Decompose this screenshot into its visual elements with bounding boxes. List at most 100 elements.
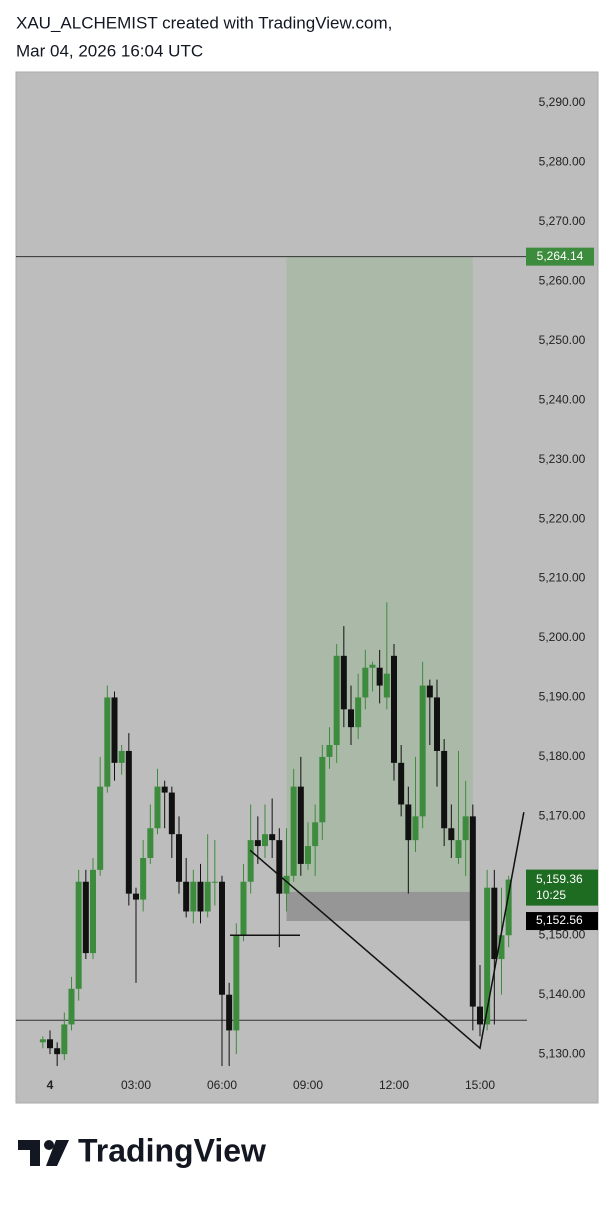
candle-body: [204, 881, 211, 912]
candle-body: [476, 1006, 483, 1025]
candle-body: [154, 786, 161, 829]
candle-body: [340, 655, 347, 710]
y-tick-label: 5,140.00: [539, 987, 586, 1001]
candle-body: [197, 881, 204, 912]
candle-body: [132, 893, 139, 900]
target-price-box: [526, 247, 594, 266]
y-tick-label: 5,210.00: [539, 571, 586, 585]
x-tick-label: 12:00: [379, 1078, 409, 1092]
candle-body: [433, 697, 440, 751]
x-tick-label: 03:00: [121, 1078, 151, 1092]
candle-body: [441, 750, 448, 829]
candle-body: [304, 846, 311, 864]
candle-body: [104, 697, 111, 787]
candle-body: [46, 1039, 53, 1049]
y-tick-label: 5,190.00: [539, 690, 586, 704]
candle-body: [226, 994, 233, 1031]
plot: 5,130.005,140.005,150.005,160.005,170.00…: [16, 95, 598, 1092]
header-subtitle: Mar 04, 2026 16:04 UTC: [16, 41, 203, 60]
candle-body: [276, 840, 283, 894]
candle-body: [505, 879, 512, 936]
candle-body: [355, 697, 362, 728]
y-tick-label: 5,150.00: [539, 927, 586, 941]
candle-body: [125, 750, 132, 894]
y-tick-label: 5,180.00: [539, 749, 586, 763]
candle-body: [233, 935, 240, 1031]
candle-body: [61, 1024, 68, 1055]
candle-body: [347, 709, 354, 728]
y-tick-label: 5,200.00: [539, 630, 586, 644]
candle-body: [175, 834, 182, 882]
x-tick-label: 4: [47, 1078, 54, 1092]
last-price-label: 5,159.36: [536, 872, 583, 886]
candle-body: [412, 816, 419, 841]
y-tick-label: 5,230.00: [539, 452, 586, 466]
x-tick-label: 06:00: [207, 1078, 237, 1092]
candle-body: [333, 655, 340, 746]
trend-line: [249, 812, 525, 1050]
candle-body: [448, 828, 455, 841]
candle-body: [297, 786, 304, 864]
candle-body: [254, 840, 261, 847]
candle-body: [405, 804, 412, 841]
candle-body: [290, 786, 297, 876]
candle-body: [240, 881, 247, 936]
candle-body: [362, 667, 369, 698]
candle-body: [419, 685, 426, 817]
y-tick-label: 5,280.00: [539, 155, 586, 169]
candle-body: [97, 786, 104, 870]
y-tick-label: 5,260.00: [539, 273, 586, 287]
candle-body: [39, 1039, 46, 1043]
candle-body: [111, 697, 118, 763]
y-tick-label: 5,240.00: [539, 392, 586, 406]
marker-price-box: [526, 912, 598, 931]
last-price-box: [526, 869, 598, 906]
candle-body: [183, 881, 190, 912]
candle-body: [168, 792, 175, 835]
y-tick-label: 5,220.00: [539, 511, 586, 525]
candle-body: [383, 673, 390, 698]
header-title: XAU_ALCHEMIST created with TradingView.c…: [16, 13, 392, 32]
candle-body: [312, 822, 319, 847]
candle-body: [89, 869, 96, 954]
candle-body: [498, 935, 505, 960]
countdown: 10:25: [536, 888, 566, 902]
target-price-label: 5,264.14: [537, 249, 584, 263]
candle-body: [68, 988, 75, 1025]
candle-body: [247, 840, 254, 882]
x-tick-label: 15:00: [465, 1078, 495, 1092]
y-tick-label: 5,270.00: [539, 214, 586, 228]
candle-body: [398, 762, 405, 805]
candle-body: [75, 881, 82, 989]
candle-body: [326, 745, 333, 757]
y-tick-label: 5,290.00: [539, 95, 586, 109]
candle-body: [469, 816, 476, 1007]
brand-logo: [18, 1140, 69, 1166]
candle-body: [161, 786, 168, 793]
candle-body: [147, 828, 154, 858]
marker-price-label: 5,152.56: [536, 913, 583, 927]
candle-body: [455, 840, 462, 858]
y-tick-label: 5,170.00: [539, 809, 586, 823]
candle-body: [218, 881, 225, 995]
x-tick-label: 09:00: [293, 1078, 323, 1092]
candle-body: [283, 875, 290, 894]
candle-body: [319, 756, 326, 823]
brand-name: TradingView: [78, 1132, 266, 1168]
candle-body: [390, 655, 397, 763]
entry-zone: [286, 891, 473, 921]
candle-body: [82, 881, 89, 954]
candle-body: [54, 1048, 61, 1055]
candle-body: [369, 664, 376, 668]
candle-body: [190, 881, 197, 912]
candle-body: [140, 857, 147, 900]
y-tick-label: 5,130.00: [539, 1046, 586, 1060]
candle-body: [118, 750, 125, 763]
candle-body: [269, 834, 276, 841]
candle-body: [491, 887, 498, 960]
candle-body: [211, 881, 218, 883]
candle-body: [462, 816, 469, 841]
y-tick-label: 5,250.00: [539, 333, 586, 347]
